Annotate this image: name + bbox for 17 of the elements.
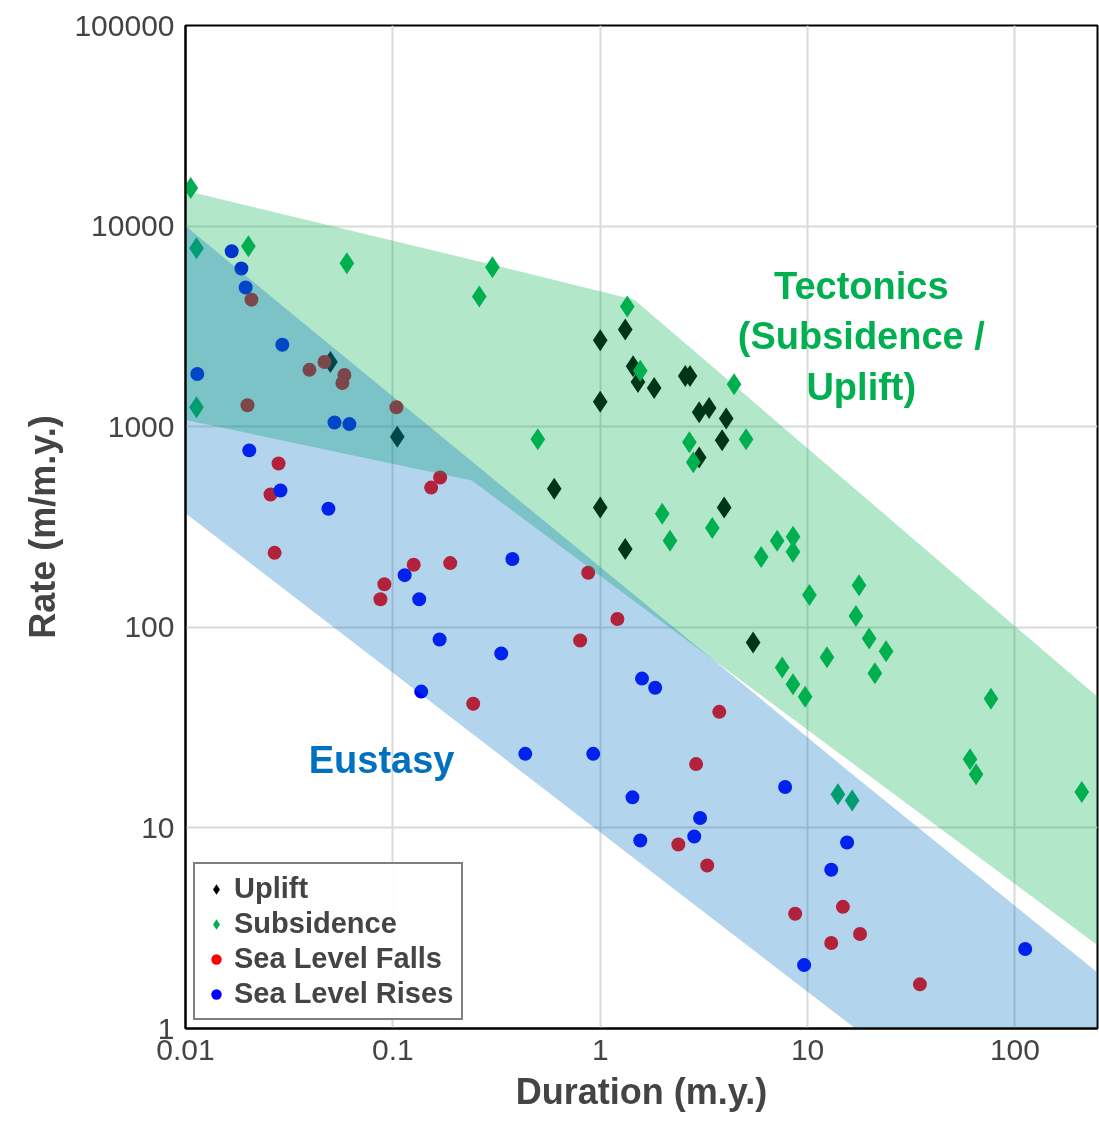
x-tick-label: 1 [591,1032,609,1066]
y-tick-label: 10 [141,810,175,844]
legend-label: Sea Level Falls [234,942,442,975]
x-tick-label: 0.1 [372,1032,414,1066]
series-label: Tectonics (Subsidence / Uplift) [737,265,986,408]
y-tick-label: 1000 [107,409,175,443]
x-axis-title: Duration (m.y.) [515,1070,768,1112]
legend-label: Sea Level Rises [234,977,454,1010]
y-tick-label: 100000 [74,8,175,42]
legend-label: Subsidence [234,907,397,940]
y-axis-title: Rate (m/m.y.) [22,415,64,639]
legend-label: Uplift [234,872,309,905]
x-tick-label: 10 [790,1032,825,1066]
x-tick-label: 100 [989,1032,1041,1066]
y-tick-label: 100 [124,610,175,644]
series-label: Eustasy [308,738,455,781]
y-tick-label: 10000 [91,209,175,243]
